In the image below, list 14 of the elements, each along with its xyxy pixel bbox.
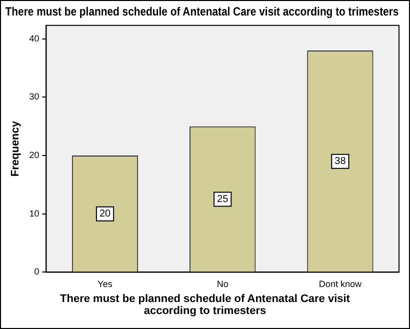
y-tick-label: 40 xyxy=(29,33,40,44)
y-tick-label: 30 xyxy=(29,92,40,102)
y-tick-label: 10 xyxy=(29,208,40,218)
x-axis-title: There must be planned schedule of Antenatal Care visit according to trimesters xyxy=(59,293,351,317)
x-tick-label: No xyxy=(216,279,228,290)
chart-title: There must be planned schedule of Antenatal Care visit according to trimesters xyxy=(5,6,399,19)
data-label: 20 xyxy=(99,208,112,220)
x-tick-label: Yes xyxy=(98,279,113,290)
data-label: 25 xyxy=(217,194,229,206)
y-axis-title: Frequency xyxy=(10,120,22,177)
y-tick-label: 0 xyxy=(34,266,40,277)
x-tick-label: Dont know xyxy=(318,279,362,290)
data-label: 38 xyxy=(334,156,346,168)
y-tick-label: 20 xyxy=(29,150,40,160)
